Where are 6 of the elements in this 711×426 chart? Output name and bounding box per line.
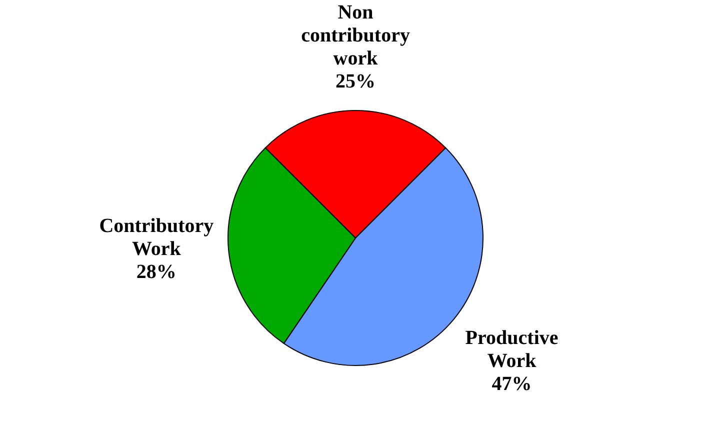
data-label: 25% [336, 70, 376, 93]
slice-label: Contributory Work [99, 215, 214, 260]
data-label: 47% [492, 373, 532, 396]
data-label: 28% [136, 261, 176, 284]
slice-label: Productive Work [465, 327, 558, 372]
slice-label: Non contributory work [301, 2, 410, 70]
